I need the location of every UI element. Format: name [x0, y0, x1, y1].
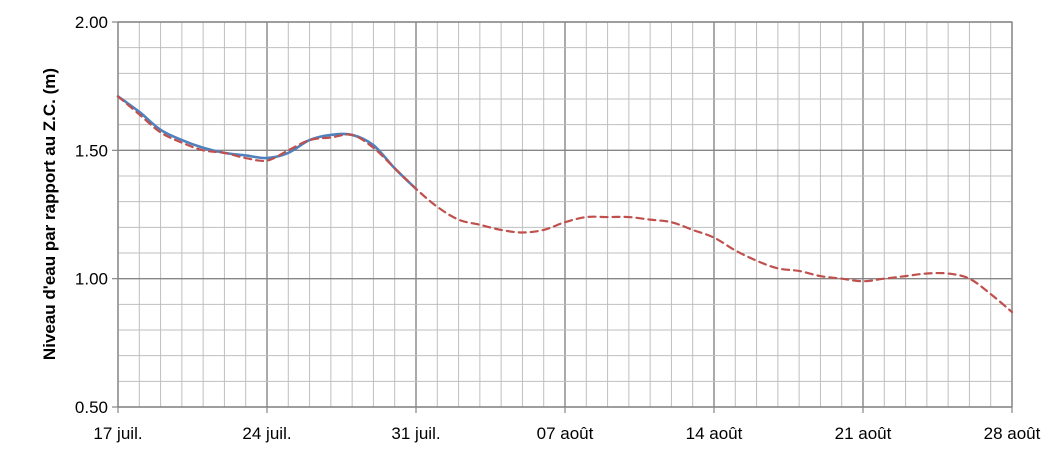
grid [117, 21, 1013, 408]
y-tick-label: 0.50 [75, 398, 108, 417]
x-axis: 17 juil. 24 juil. 31 juil. 07 août 14 août 21… [93, 407, 1041, 443]
y-axis-label: Niveau d'eau par rapport au Z.C. (m) [40, 68, 59, 360]
x-tick-label: 14 août [686, 424, 743, 443]
x-tick-label: 28 août [984, 424, 1041, 443]
x-tick-label: 17 juil. [93, 424, 142, 443]
y-tick-label: 1.50 [75, 141, 108, 160]
x-tick-label: 31 juil. [391, 424, 440, 443]
y-tick-label: 1.00 [75, 270, 108, 289]
plot-area [116, 95, 1014, 314]
y-tick-label: 2.00 [75, 13, 108, 32]
y-axis: 0.50 1.00 1.50 2.00 [75, 13, 118, 417]
x-tick-label: 24 juil. [242, 424, 291, 443]
x-tick-label: 21 août [835, 424, 892, 443]
series-line-1 [116, 95, 418, 191]
x-tick-label: 07 août [537, 424, 594, 443]
series-line-2 [116, 95, 1014, 314]
